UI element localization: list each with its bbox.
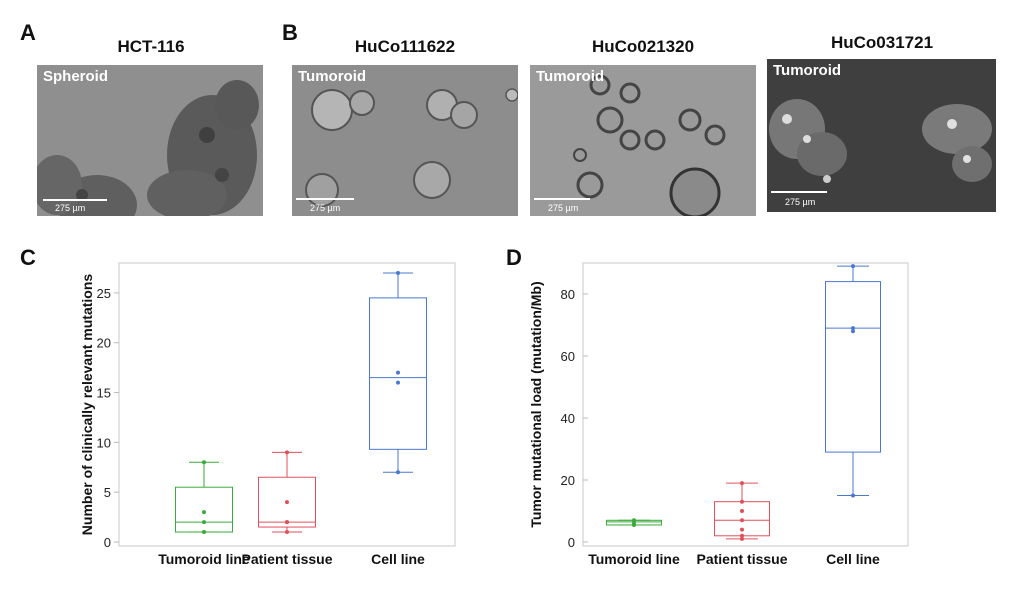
scale-bar: [296, 198, 354, 200]
chart-c-x-tick-label: Patient tissue: [241, 551, 332, 567]
chart-c-patient-point: [285, 450, 289, 455]
chart-c-y-tick-label: 15: [97, 386, 111, 401]
chart-c-patient-point: [285, 520, 289, 525]
micrograph-texture: [37, 80, 259, 216]
chart-c-patient-point: [285, 530, 289, 535]
image-tag: Tumoroid: [536, 68, 605, 85]
panel-label-a: A: [20, 20, 36, 45]
chart-d-cell-box: [825, 281, 881, 453]
chart-c-patient-box: [258, 476, 316, 528]
chart-c-cell-box: [369, 297, 427, 450]
chart-d-patient-point: [740, 536, 744, 541]
chart-c-x-tick-label: Cell line: [371, 551, 425, 567]
chart-c-tumoroid-point: [202, 510, 206, 515]
micrograph-huco021320: Tumoroid 275 µm: [530, 65, 756, 216]
chart-d-x-tick-label: Tumoroid line: [588, 551, 680, 567]
chart-d-tumoroid-point: [632, 518, 636, 523]
scale-label: 275 µm: [548, 203, 579, 213]
chart-c-patient-point: [285, 500, 289, 505]
micrograph-huco031721: Tumoroid 275 µm: [767, 59, 996, 212]
scale-bar: [43, 199, 107, 201]
chart-c-plot-frame: [118, 262, 456, 547]
chart-c-tumoroid-point: [202, 530, 206, 535]
chart-d-cell-point: [851, 493, 855, 498]
chart-c-y-tick-label: 10: [97, 435, 111, 450]
chart-d-patient-point: [740, 509, 744, 513]
image-tag: Tumoroid: [298, 68, 367, 85]
chart-c-cell-point: [396, 470, 400, 475]
chart-c-tumoroid-point: [202, 520, 206, 525]
chart-d-patient-point: [740, 499, 744, 504]
chart-d-cell-point: [851, 326, 855, 331]
chart-d-y-tick-label: 60: [561, 349, 575, 364]
chart-c-cell-point: [396, 270, 400, 275]
image-tag: Spheroid: [43, 68, 109, 85]
chart-c-y-tick-label: 0: [104, 535, 111, 550]
panel-label-d: D: [506, 245, 522, 270]
scale-bar: [534, 198, 590, 200]
micrograph-texture: [769, 99, 992, 183]
chart-d-plot-frame: [582, 262, 909, 547]
chart-d-x-tick-label: Patient tissue: [696, 551, 787, 567]
scale-label: 275 µm: [310, 203, 341, 213]
image-title-huco021320: HuCo021320: [591, 37, 695, 56]
micrograph-texture: [305, 88, 518, 207]
chart-d-y-tick-label: 0: [568, 535, 575, 550]
chart-d-patient-point: [740, 527, 744, 532]
image-title-hct116: HCT-116: [117, 37, 185, 56]
chart-d-patient-point: [740, 481, 744, 486]
micrograph-hct116: Spheroid 275 µm: [37, 65, 263, 216]
chart-c-x-tick-label: Tumoroid line: [158, 551, 250, 567]
micrograph-huco111622: Tumoroid 275 µm: [292, 65, 518, 216]
image-title-huco111622: HuCo111622: [354, 37, 456, 56]
chart-c-tumoroid-point: [202, 460, 206, 465]
chart-d-y-tick-label: 80: [561, 287, 575, 302]
chart-c-cell-point: [396, 380, 400, 385]
chart-c-cell-point: [396, 370, 400, 375]
chart-d-y-axis-label: Tumor mutational load (mutation/Mb): [528, 281, 544, 527]
panel-label-c: C: [20, 245, 36, 270]
chart-d-y-tick-label: 20: [561, 473, 575, 488]
chart-d-patient-point: [740, 533, 744, 538]
chart-c-y-axis-label: Number of clinically relevant mutations: [79, 274, 95, 536]
panel-label-b: B: [282, 20, 298, 45]
chart-d-cell-point: [851, 264, 855, 269]
scale-label: 275 µm: [55, 203, 86, 213]
chart-d-y-tick-label: 40: [561, 411, 575, 426]
image-title-huco031721: HuCo031721: [830, 33, 934, 52]
chart-c-y-tick-label: 20: [97, 336, 111, 351]
chart-c-tumoroid-box: [175, 486, 233, 533]
chart-c-y-tick-label: 5: [104, 485, 111, 500]
scale-label: 275 µm: [785, 197, 816, 207]
scale-bar: [771, 191, 827, 193]
image-tag: Tumoroid: [773, 62, 842, 79]
chart-d-x-tick-label: Cell line: [826, 551, 880, 567]
chart-d-tumoroid-point: [632, 521, 636, 526]
chart-d-patient-point: [740, 518, 744, 523]
micrograph-texture: [573, 74, 726, 216]
chart-c-y-tick-label: 25: [97, 286, 111, 301]
chart-d-cell-point: [851, 329, 855, 334]
